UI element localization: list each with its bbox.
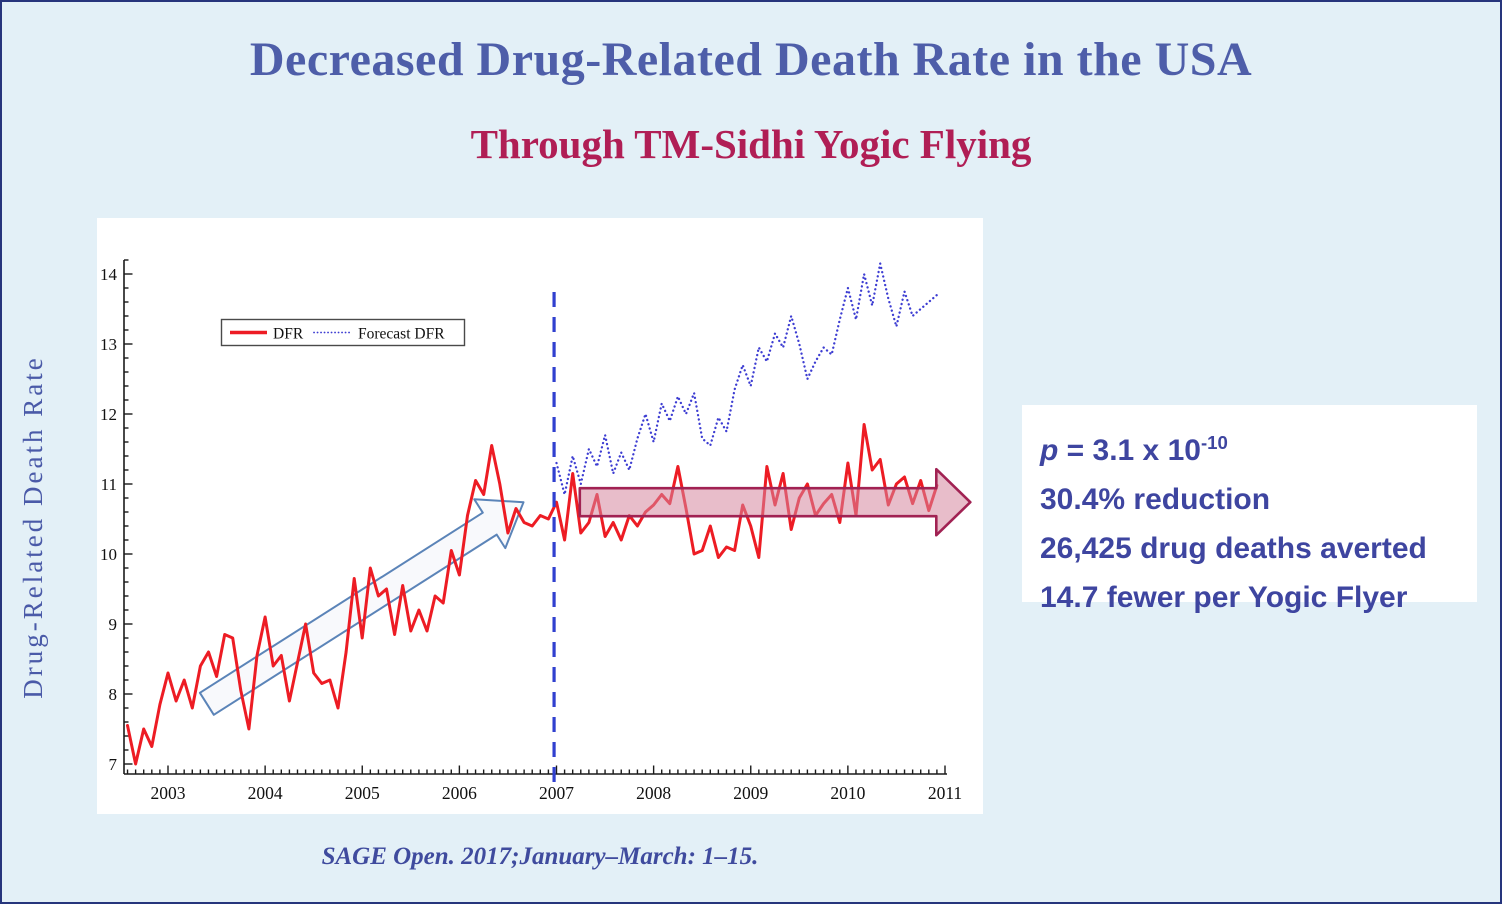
flat-trend-arrow — [578, 467, 972, 537]
axes — [123, 260, 947, 775]
y-tick-label: 7 — [109, 755, 118, 774]
y-axis-title: Drug-Related Death Rate — [18, 355, 48, 699]
dfr-line — [126, 423, 939, 766]
slide-subtitle: Through TM-Sidhi Yogic Flying — [470, 121, 1032, 167]
legend-label-forecast: Forecast DFR — [358, 326, 445, 343]
p-exponent: -10 — [1200, 432, 1228, 453]
x-tick-label: 2003 — [151, 783, 186, 803]
y-tick-label: 12 — [100, 405, 117, 424]
y-tick-label: 14 — [100, 265, 118, 284]
y-ticks: 7 8 9 10 11 12 13 14 — [100, 259, 133, 774]
x-tick-label: 2009 — [733, 783, 768, 803]
stat-per-flyer: 14.7 fewer per Yogic Flyer — [1040, 581, 1408, 614]
stats-box: p = 3.1 x 10-10 30.4% reduction 26,425 d… — [1022, 405, 1477, 614]
p-symbol: p — [1040, 434, 1059, 467]
x-tick-label: 2006 — [442, 783, 477, 803]
trend-up-arrow — [198, 498, 525, 716]
y-tick-label: 8 — [109, 685, 118, 704]
x-tick-label: 2011 — [928, 783, 962, 803]
chart-panel: 7 8 9 10 11 12 13 14 2003 2004 2005 2006 2007 2008 200… — [97, 218, 983, 814]
legend: DFR Forecast DFR — [220, 318, 466, 347]
stat-deaths-averted: 26,425 drug deaths averted — [1040, 532, 1427, 565]
citation: SAGE Open. 2017;January–March: 1–15. — [321, 843, 759, 870]
legend-label-dfr: DFR — [273, 326, 304, 343]
y-tick-label: 10 — [100, 545, 117, 564]
x-tick-label: 2005 — [345, 783, 380, 803]
y-axis-title-wrap: Drug-Related Death Rate — [18, 277, 62, 777]
slide-title: Decreased Drug-Related Death Rate in the… — [249, 33, 1253, 86]
y-tick-label: 13 — [100, 335, 117, 354]
stat-p-value: p = 3.1 x 10-10 — [1040, 418, 1477, 475]
y-tick-label: 11 — [101, 475, 117, 494]
x-tick-label: 2010 — [830, 783, 865, 803]
x-tick-label: 2007 — [539, 783, 574, 803]
p-value-text: = 3.1 x 10 — [1058, 434, 1201, 467]
stat-reduction: 30.4% reduction — [1040, 483, 1271, 516]
x-tick-label: 2004 — [248, 783, 283, 803]
forecast-line — [555, 263, 939, 495]
y-tick-label: 9 — [109, 615, 118, 634]
x-ticks: 2003 2004 2005 2006 2007 2008 2009 2010 2011 — [126, 765, 962, 803]
x-tick-label: 2008 — [636, 783, 671, 803]
